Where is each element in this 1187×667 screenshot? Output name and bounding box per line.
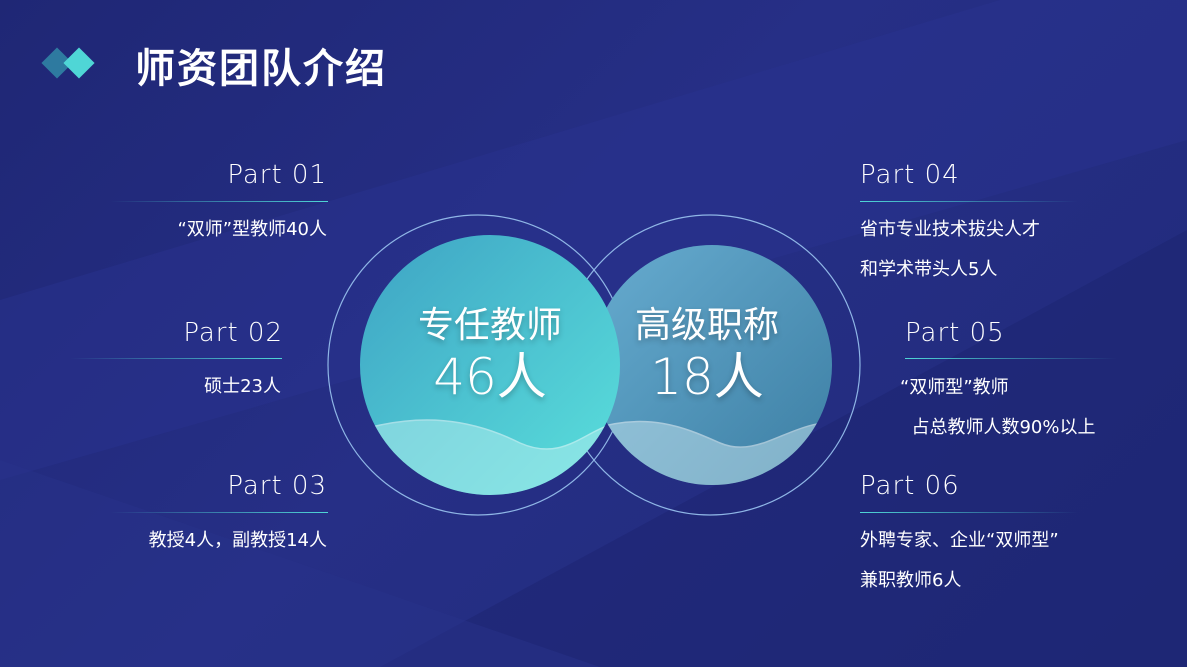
circle-left-text: 专任教师 46人	[400, 296, 580, 406]
part-05-label: Part 05	[905, 318, 1005, 348]
senior-title-label: 高级职称	[634, 305, 779, 346]
part-03-text: 教授4人，副教授14人	[148, 530, 327, 551]
part-06-label: Part 06	[860, 471, 960, 501]
diamond-logo-icon	[41, 47, 95, 79]
part-01-label: Part 01	[227, 160, 327, 190]
divider	[110, 512, 328, 513]
senior-title-value: 18人	[650, 348, 764, 406]
part-05-text: “双师型”教师 占总教师人数90%以上	[900, 377, 1096, 438]
full-time-teachers-value: 46人	[433, 348, 547, 406]
part-02-text: 硕士23人	[204, 376, 281, 397]
part-02-label: Part 02	[183, 318, 283, 348]
circle-right-text: 高级职称 18人	[617, 296, 797, 406]
part-04-text: 省市专业技术拔尖人才 和学术带头人5人	[860, 219, 1040, 280]
divider	[860, 512, 1078, 513]
divider	[110, 201, 328, 202]
page-title: 师资团队介绍	[135, 46, 387, 92]
full-time-teachers-label: 专任教师	[417, 305, 562, 346]
divider	[860, 201, 1078, 202]
part-06-text: 外聘专家、企业“双师型” 兼职教师6人	[860, 530, 1059, 591]
part-03-label: Part 03	[227, 471, 327, 501]
part-01-text: “双师”型教师40人	[177, 219, 327, 240]
divider	[70, 358, 282, 359]
divider	[905, 358, 1117, 359]
part-04-label: Part 04	[860, 160, 960, 190]
